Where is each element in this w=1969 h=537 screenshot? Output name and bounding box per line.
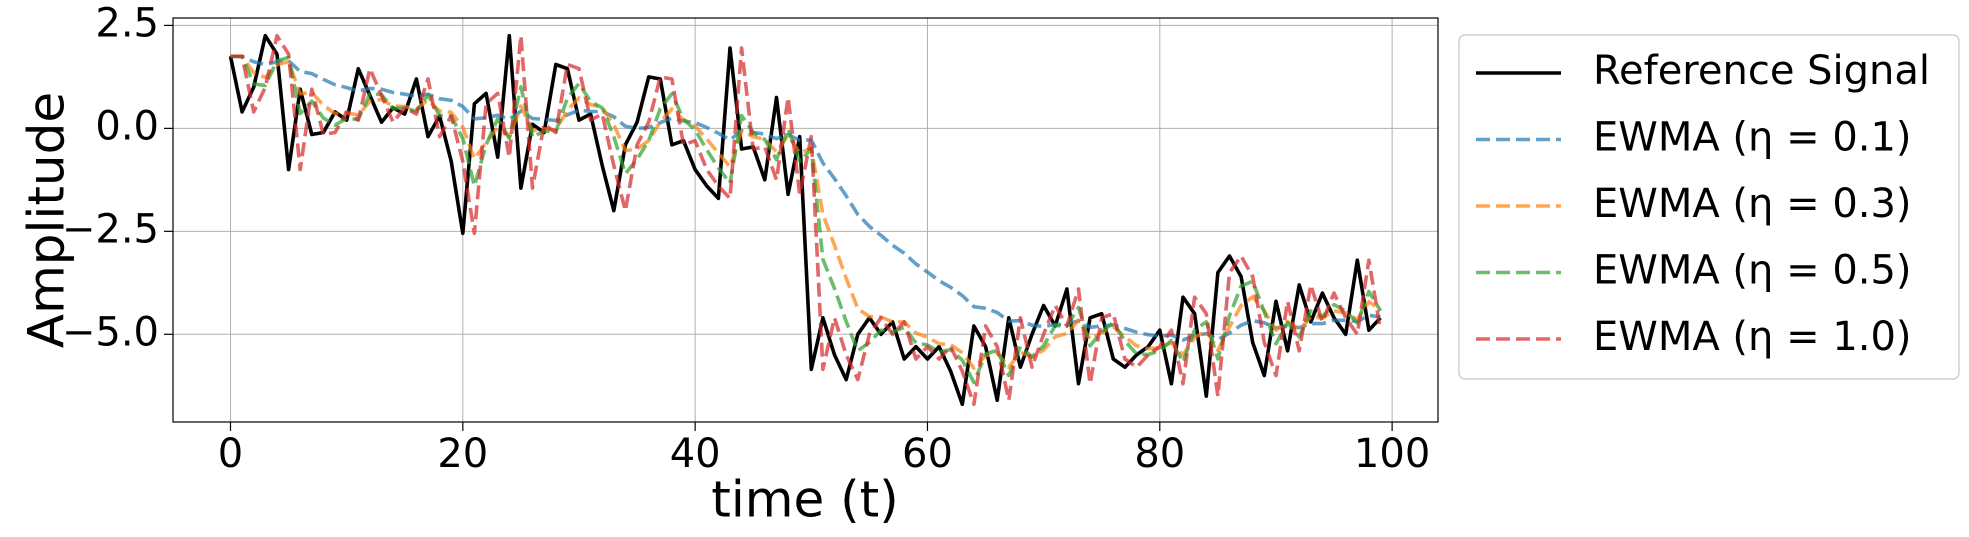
- x-tick-label: 40: [670, 431, 721, 477]
- legend-label: EWMA (η = 0.5): [1593, 248, 1912, 294]
- y-tick-label: 0.0: [95, 103, 159, 149]
- legend-label: Reference Signal: [1593, 48, 1930, 94]
- y-axis-label: Amplitude: [18, 92, 76, 348]
- x-tick-label: 20: [437, 431, 488, 477]
- y-tick-label: 2.5: [95, 0, 159, 46]
- plot-frame: [172, 17, 1439, 423]
- legend-label: EWMA (η = 0.1): [1593, 115, 1912, 161]
- y-tick-label: −2.5: [62, 206, 159, 252]
- legend-box: [1458, 34, 1960, 380]
- x-axis-label: time (t): [711, 471, 898, 529]
- x-tick-label: 60: [902, 431, 953, 477]
- series-line: [230, 54, 1381, 342]
- legend-label: EWMA (η = 1.0): [1593, 314, 1912, 360]
- series-line: [230, 54, 1382, 370]
- series-line: [228, 33, 1382, 407]
- x-tick-label: 80: [1134, 431, 1185, 477]
- legend: Reference Signal EWMA (η = 0.1) EWMA (η = …: [1458, 34, 1960, 380]
- series-line: [230, 33, 1383, 407]
- legend-label: EWMA (η = 0.3): [1593, 181, 1912, 227]
- x-tick-label: 100: [1354, 431, 1430, 477]
- y-tick-label: −5.0: [62, 309, 159, 355]
- x-tick-label: 0: [218, 431, 243, 477]
- series-line: [230, 54, 1383, 385]
